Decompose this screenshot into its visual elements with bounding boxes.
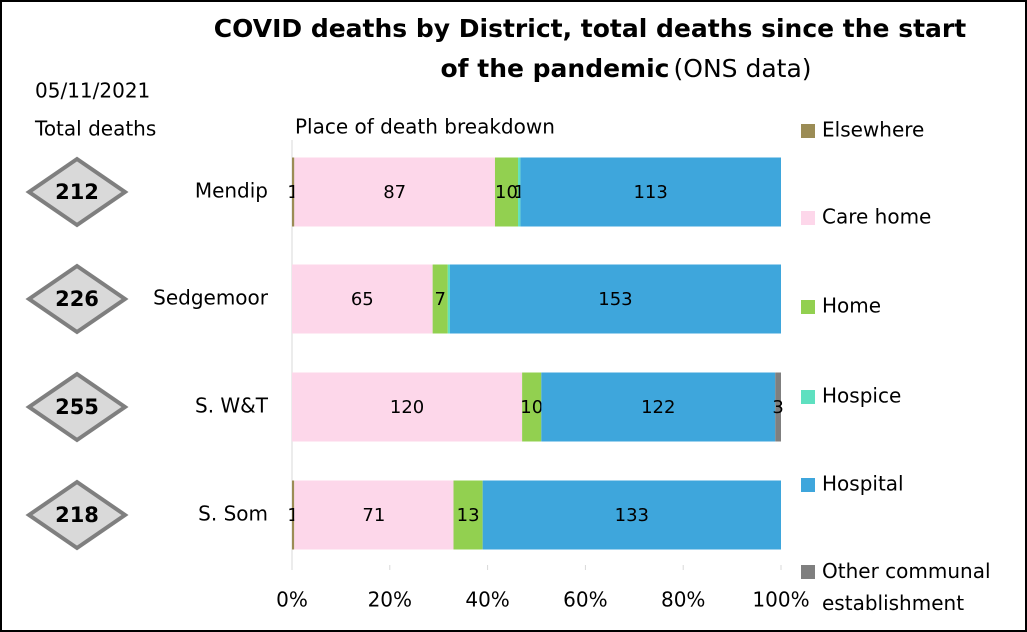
legend-swatch <box>801 124 815 138</box>
legend-label: Elsewhere <box>822 118 924 142</box>
category-label: Mendip <box>195 179 268 203</box>
data-label: 1 <box>287 505 298 526</box>
bar-segment <box>775 372 781 442</box>
bar-segment <box>541 372 776 442</box>
total-diamond <box>25 263 129 335</box>
bar-segment <box>294 157 495 227</box>
data-label: 10 <box>495 182 518 203</box>
total-value: 226 <box>55 287 99 311</box>
subtitle: Place of death breakdown <box>295 115 555 139</box>
bar-segment <box>294 480 454 550</box>
data-label: 3 <box>772 397 783 418</box>
data-label: 120 <box>390 397 424 418</box>
data-label: 65 <box>351 289 374 310</box>
data-label: 113 <box>633 182 667 203</box>
bar-segment <box>292 372 523 442</box>
data-label: 71 <box>362 505 385 526</box>
legend-swatch <box>801 300 815 314</box>
data-label: 1 <box>287 182 298 203</box>
legend-swatch <box>801 211 815 225</box>
data-label: 122 <box>641 397 675 418</box>
x-tick-label: 80% <box>661 588 705 612</box>
legend-label: Hospice <box>822 384 901 408</box>
title-note: (ONS data) <box>674 54 812 83</box>
total-diamond <box>25 156 129 228</box>
bar-segment <box>518 157 521 227</box>
chart-title: COVID deaths by District, total deaths s… <box>214 14 966 83</box>
data-label: 7 <box>434 289 445 310</box>
legend-label: Care home <box>822 205 931 229</box>
data-label: 133 <box>615 505 649 526</box>
total-diamond <box>25 371 129 443</box>
data-label: 153 <box>598 289 632 310</box>
data-label: 87 <box>383 182 406 203</box>
x-tick-label: 40% <box>465 588 509 612</box>
total-value: 218 <box>55 503 99 527</box>
legend-label: Home <box>822 294 881 318</box>
bar-segment <box>292 157 295 227</box>
data-label: 10 <box>520 397 543 418</box>
category-label: S. W&T <box>195 394 269 418</box>
bar-segment <box>292 264 433 334</box>
bar-segment <box>522 372 542 442</box>
total-diamond <box>25 479 129 551</box>
legend-swatch <box>801 565 815 579</box>
x-tick-label: 20% <box>368 588 412 612</box>
bar-segment <box>292 480 295 550</box>
legend-label: Hospital <box>822 472 904 496</box>
legend-swatch <box>801 390 815 404</box>
total-value: 255 <box>55 395 99 419</box>
bar-segment <box>447 264 450 334</box>
legend-swatch <box>801 478 815 492</box>
bar-segment <box>432 264 448 334</box>
totals-label: Total deaths <box>34 117 156 141</box>
data-label: 13 <box>457 505 480 526</box>
legend-label: Other communal establishment <box>822 559 991 615</box>
bar-segment <box>494 157 519 227</box>
category-label: Sedgemoor <box>153 286 269 310</box>
bar-segment <box>482 480 781 550</box>
data-label: 1 <box>513 182 524 203</box>
date: 05/11/2021 <box>35 79 150 103</box>
bar-segment <box>449 264 781 334</box>
x-tick-label: 0% <box>276 588 308 612</box>
bar-segment <box>520 157 781 227</box>
x-tick-label: 60% <box>563 588 607 612</box>
total-value: 212 <box>55 180 99 204</box>
x-tick-label: 100% <box>752 588 809 612</box>
category-label: S. Som <box>198 502 268 526</box>
bar-segment <box>453 480 483 550</box>
